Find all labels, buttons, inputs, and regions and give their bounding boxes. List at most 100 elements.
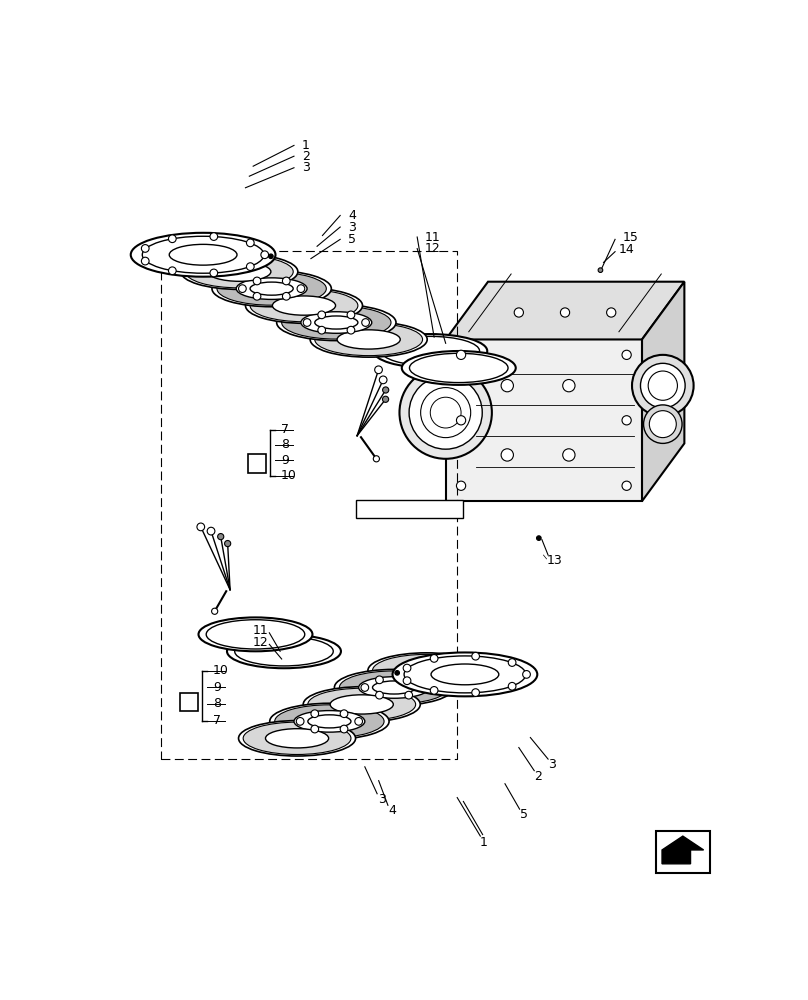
Text: 1: 1: [479, 836, 487, 849]
Circle shape: [375, 366, 382, 374]
Text: 5: 5: [520, 808, 528, 821]
Text: 6: 6: [185, 696, 193, 709]
Circle shape: [217, 534, 224, 540]
Circle shape: [268, 254, 273, 259]
Ellipse shape: [641, 363, 685, 408]
Circle shape: [622, 481, 631, 490]
Circle shape: [311, 710, 318, 718]
Circle shape: [457, 481, 465, 490]
Ellipse shape: [372, 654, 480, 687]
Ellipse shape: [181, 254, 298, 289]
Text: 1: 1: [301, 139, 309, 152]
Bar: [180, 693, 199, 711]
Circle shape: [379, 376, 387, 384]
Circle shape: [383, 387, 389, 393]
Circle shape: [562, 449, 575, 461]
Ellipse shape: [409, 376, 482, 449]
Circle shape: [501, 449, 513, 461]
Text: 7: 7: [213, 714, 221, 727]
Circle shape: [362, 319, 369, 326]
Text: 3: 3: [348, 221, 356, 234]
Circle shape: [598, 268, 603, 272]
Polygon shape: [446, 282, 684, 339]
Ellipse shape: [335, 669, 454, 706]
Text: 4: 4: [389, 804, 397, 817]
Circle shape: [238, 285, 246, 292]
Ellipse shape: [373, 334, 487, 368]
Circle shape: [169, 235, 176, 243]
Text: 10: 10: [281, 469, 297, 482]
Ellipse shape: [303, 687, 420, 722]
Circle shape: [347, 326, 355, 334]
Ellipse shape: [250, 282, 293, 295]
Ellipse shape: [395, 661, 458, 680]
Circle shape: [514, 308, 524, 317]
Circle shape: [508, 659, 516, 666]
Circle shape: [376, 691, 383, 699]
Ellipse shape: [185, 256, 293, 288]
Circle shape: [253, 292, 261, 300]
Text: 10: 10: [213, 664, 229, 677]
Circle shape: [607, 308, 616, 317]
Circle shape: [405, 676, 413, 684]
Circle shape: [472, 652, 479, 660]
Circle shape: [141, 257, 149, 265]
Circle shape: [457, 350, 465, 359]
Ellipse shape: [315, 316, 358, 329]
Text: 2: 2: [301, 150, 309, 163]
Circle shape: [212, 608, 217, 614]
Ellipse shape: [169, 244, 237, 265]
Bar: [248, 454, 267, 473]
Ellipse shape: [372, 681, 415, 694]
Text: 3: 3: [548, 758, 556, 771]
Polygon shape: [662, 836, 704, 864]
Circle shape: [318, 311, 326, 319]
Ellipse shape: [301, 312, 372, 333]
Circle shape: [561, 308, 570, 317]
Circle shape: [355, 718, 363, 725]
Circle shape: [403, 664, 411, 672]
Circle shape: [361, 684, 368, 691]
Circle shape: [622, 416, 631, 425]
Ellipse shape: [142, 236, 264, 273]
Circle shape: [141, 245, 149, 252]
Circle shape: [297, 285, 305, 292]
Ellipse shape: [643, 405, 682, 443]
Circle shape: [562, 379, 575, 392]
Circle shape: [283, 292, 290, 300]
Ellipse shape: [208, 262, 271, 281]
Ellipse shape: [266, 729, 329, 748]
Ellipse shape: [330, 695, 393, 714]
Text: 12: 12: [425, 242, 440, 255]
Text: 11: 11: [253, 624, 268, 637]
Ellipse shape: [431, 664, 499, 685]
Circle shape: [340, 710, 348, 718]
Ellipse shape: [421, 388, 471, 438]
Circle shape: [318, 326, 326, 334]
Circle shape: [403, 677, 411, 685]
Ellipse shape: [236, 278, 307, 299]
Ellipse shape: [294, 711, 365, 732]
Circle shape: [419, 684, 427, 691]
Ellipse shape: [402, 351, 516, 385]
Ellipse shape: [238, 721, 356, 756]
Circle shape: [373, 456, 380, 462]
Ellipse shape: [282, 306, 391, 339]
Ellipse shape: [393, 652, 537, 696]
Ellipse shape: [250, 289, 358, 322]
Text: 5: 5: [348, 233, 356, 246]
Circle shape: [311, 725, 318, 733]
Ellipse shape: [410, 353, 508, 383]
Circle shape: [431, 655, 438, 662]
Bar: [446, 339, 642, 501]
Text: 2: 2: [534, 770, 542, 783]
Circle shape: [253, 277, 261, 285]
Circle shape: [246, 263, 255, 270]
Circle shape: [207, 527, 215, 535]
Text: 9: 9: [281, 454, 288, 467]
Circle shape: [382, 396, 389, 402]
Ellipse shape: [275, 705, 384, 738]
Ellipse shape: [359, 677, 430, 698]
Circle shape: [210, 233, 217, 240]
Ellipse shape: [227, 634, 341, 668]
